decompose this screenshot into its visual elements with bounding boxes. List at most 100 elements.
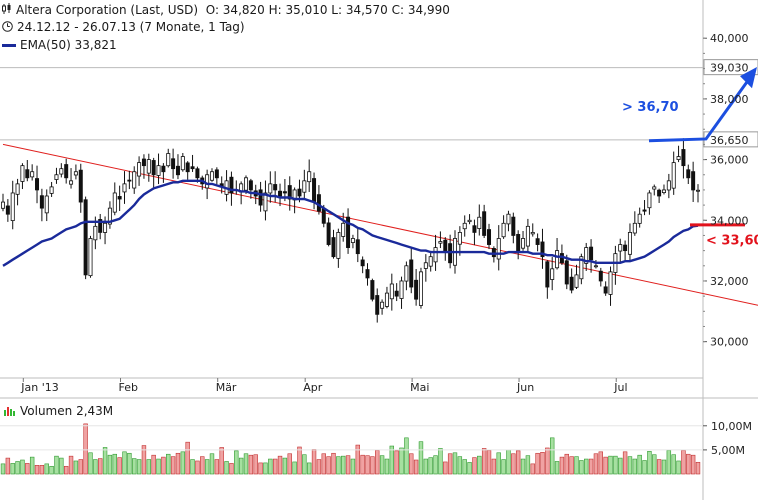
volume-bar-up <box>525 455 531 475</box>
candle-up <box>49 186 54 194</box>
candle-up <box>438 241 443 244</box>
volume-bar-down <box>603 456 608 475</box>
ema-value: 33,821 <box>74 38 117 52</box>
volume-bar-up <box>506 449 511 475</box>
volume-bar-down <box>481 448 487 475</box>
candle-up <box>676 156 681 160</box>
volume-bar-up <box>632 458 638 475</box>
candle-down <box>360 259 365 267</box>
candle-down <box>185 162 190 173</box>
volume-bar-down <box>151 454 156 475</box>
candle-up <box>20 165 25 182</box>
candle-down <box>545 261 550 288</box>
chart-type-icon <box>2 3 12 18</box>
volume-bar-down <box>311 449 317 475</box>
candle-down <box>540 241 545 258</box>
volume-bar-down <box>170 456 176 475</box>
volume-icon <box>4 405 16 419</box>
candle-up <box>404 265 409 282</box>
candle-down <box>691 171 696 191</box>
candle-up <box>579 256 584 280</box>
volume-bar-down <box>253 454 258 475</box>
volume-bar-down <box>229 463 234 475</box>
time-tick-label: Jun <box>516 381 534 394</box>
candle-up <box>418 271 423 306</box>
candle-up <box>166 153 171 167</box>
candle-up <box>350 238 355 243</box>
candle-down <box>248 180 253 191</box>
volume-bar-up <box>44 463 49 475</box>
volume-bar-down <box>447 453 453 475</box>
candle-down <box>214 169 219 179</box>
candle-up <box>122 183 127 193</box>
candle-up <box>268 183 273 194</box>
volume-bar-up <box>107 454 113 475</box>
candle-down <box>312 178 317 203</box>
volume-bar-up <box>122 451 127 475</box>
candle-down <box>443 239 448 252</box>
candle-up <box>103 222 108 233</box>
candle-down <box>375 295 380 315</box>
target-arrow-line <box>648 78 751 143</box>
candle-down <box>25 169 30 179</box>
volume-bar-down <box>83 423 88 475</box>
volume-bar-up <box>433 455 438 475</box>
volume-label: Volumen <box>20 404 73 418</box>
volume-bar-up <box>59 457 64 475</box>
candle-down <box>161 165 166 173</box>
volume-bar-up <box>190 459 195 475</box>
volume-bar-up <box>224 461 229 475</box>
candle-down <box>598 270 603 282</box>
volume-bar-down <box>535 452 540 475</box>
volume-bar-up <box>404 437 409 475</box>
candle-up <box>550 268 555 280</box>
legend-volume-row: Volumen 2,43M <box>4 404 113 419</box>
volume-bar-down <box>622 451 628 475</box>
volume-bar-up <box>418 441 424 475</box>
volume-bar-down <box>656 459 662 475</box>
volume-bar-up <box>102 447 108 475</box>
volume-value: 2,43M <box>76 404 114 418</box>
candle-down <box>511 216 516 236</box>
volume-bar-down <box>472 457 477 475</box>
price-tick-label: 36,000 <box>710 154 749 167</box>
volume-bar-down <box>287 453 292 475</box>
candle-down <box>355 239 360 255</box>
ema50-line <box>2 179 699 267</box>
volume-bar-up <box>613 455 618 475</box>
volume-bar-up <box>112 453 117 475</box>
candle-up <box>112 192 117 213</box>
volume-bar-up <box>579 460 584 475</box>
volume-bar-up <box>501 459 506 475</box>
ema-label: EMA(50) <box>20 38 71 52</box>
legend-range-row: 24.12.12 - 26.07.13 (7 Monate, 1 Tag) <box>2 20 245 35</box>
candle-down <box>346 216 351 248</box>
volume-bar-up <box>234 450 239 475</box>
candle-down <box>98 219 103 233</box>
volume-bar-down <box>588 458 594 475</box>
candle-down <box>39 195 44 209</box>
volume-bar-down <box>277 455 283 475</box>
candle-up <box>462 222 467 230</box>
volume-bar-up <box>10 463 15 475</box>
volume-bar-down <box>559 456 565 475</box>
candle-up <box>661 189 666 193</box>
volume-bar-up <box>647 451 652 475</box>
volume-bar-up <box>156 458 161 475</box>
candle-down <box>487 229 492 245</box>
volume-bar-down <box>681 450 686 475</box>
volume-bar-up <box>238 457 244 475</box>
volume-bar-up <box>132 458 137 475</box>
volume-bar-up <box>399 447 404 475</box>
candle-down <box>589 246 594 261</box>
volume-bar-up <box>549 437 555 475</box>
candle-up <box>93 225 98 241</box>
support-label: < 33,60 <box>706 234 758 249</box>
volume-tick-label: 10,00M <box>711 420 752 433</box>
volume-bar-up <box>20 459 25 475</box>
candle-down <box>151 160 156 176</box>
candle-down <box>127 179 132 182</box>
time-tick-label: Apr <box>303 381 323 394</box>
candle-up <box>627 232 632 255</box>
candle-down <box>273 184 278 191</box>
